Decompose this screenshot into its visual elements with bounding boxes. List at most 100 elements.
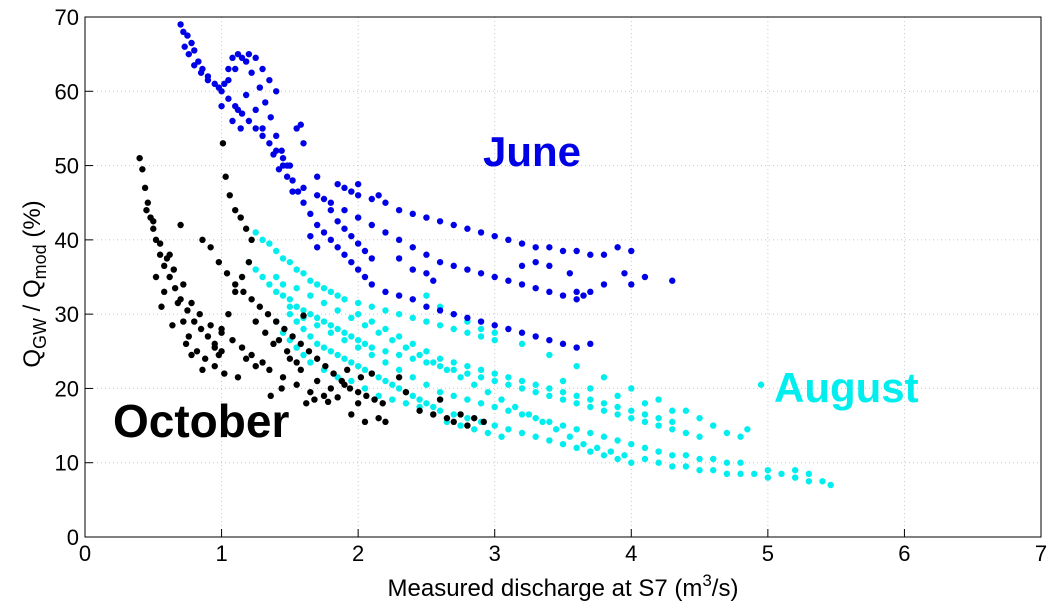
data-point-october — [143, 206, 150, 214]
data-point-june — [518, 329, 526, 336]
y-axis-label: QGW / Qmod (%) — [19, 200, 50, 367]
data-point-june — [313, 173, 321, 180]
data-point-october — [150, 225, 157, 232]
data-point-october — [283, 348, 291, 355]
y-tick-label: 30 — [55, 302, 79, 327]
data-point-october — [156, 240, 164, 247]
data-point-august — [361, 385, 369, 392]
data-point-june — [423, 251, 430, 258]
data-point-august — [491, 329, 498, 336]
data-point-august — [293, 266, 300, 273]
x-tick-label: 0 — [79, 541, 91, 566]
data-point-june — [430, 277, 437, 284]
data-point-october — [207, 322, 214, 329]
data-point-august — [327, 288, 335, 296]
data-point-june — [320, 229, 328, 236]
data-point-october — [221, 370, 228, 377]
data-point-august — [600, 374, 608, 381]
data-point-august — [505, 374, 512, 381]
data-point-august — [546, 392, 553, 400]
data-point-october — [430, 411, 437, 418]
data-point-june — [532, 258, 539, 266]
data-point-june — [327, 199, 335, 206]
data-point-august — [682, 452, 690, 459]
data-point-august — [669, 418, 676, 426]
data-point-august — [361, 340, 369, 348]
x-tick-label: 1 — [215, 541, 227, 566]
data-point-august — [573, 444, 580, 452]
data-point-june — [546, 244, 553, 251]
data-point-october — [256, 303, 264, 310]
data-point-june — [628, 281, 635, 288]
series-label-october: October — [113, 395, 289, 447]
data-point-august — [546, 385, 553, 392]
data-point-august — [546, 437, 553, 444]
data-point-june — [559, 247, 567, 255]
data-point-june — [341, 225, 348, 232]
data-point-june — [215, 84, 223, 91]
data-point-august — [409, 340, 416, 348]
data-point-august — [791, 466, 799, 474]
data-point-august — [484, 429, 492, 437]
data-point-october — [242, 225, 250, 232]
data-point-august — [375, 392, 382, 400]
data-point-june — [600, 251, 608, 258]
data-point-august — [559, 377, 567, 385]
data-point-august — [293, 318, 300, 325]
data-point-october — [346, 385, 354, 392]
data-point-august — [395, 385, 403, 392]
data-point-october — [245, 258, 253, 266]
data-point-october — [324, 398, 332, 405]
data-point-october — [204, 333, 212, 340]
data-point-october — [232, 288, 239, 296]
data-point-october — [354, 388, 362, 396]
data-point-october — [197, 325, 205, 333]
data-point-june — [505, 325, 512, 333]
data-point-august — [375, 374, 382, 381]
data-point-october — [150, 218, 157, 225]
data-point-june — [266, 140, 273, 147]
data-point-august — [286, 296, 294, 303]
data-point-october — [297, 366, 304, 374]
data-point-october — [305, 348, 313, 355]
data-point-june — [559, 292, 567, 299]
data-point-june — [368, 195, 375, 203]
data-point-august — [621, 452, 628, 459]
data-point-august — [273, 273, 280, 281]
data-point-june — [252, 54, 259, 62]
data-point-october — [281, 325, 288, 333]
data-point-october — [207, 244, 214, 251]
data-point-august — [587, 385, 594, 392]
data-point-august — [655, 396, 662, 403]
data-point-august — [655, 422, 662, 429]
data-point-august — [443, 366, 451, 374]
y-tick-label: 40 — [55, 228, 79, 253]
data-point-october — [457, 411, 464, 418]
y-axis-ticks: 0 10 20 30 40 50 60 70 — [55, 5, 93, 550]
data-point-august — [710, 422, 717, 429]
data-point-august — [614, 455, 621, 463]
data-point-june — [252, 106, 259, 114]
data-point-august — [587, 403, 594, 411]
data-point-august — [559, 396, 567, 403]
data-point-august — [361, 366, 369, 374]
data-point-october — [270, 340, 277, 348]
data-point-october — [232, 206, 239, 214]
data-point-june — [334, 218, 341, 225]
data-point-august — [382, 325, 389, 333]
data-point-august — [307, 359, 314, 366]
data-point-october — [259, 359, 266, 366]
data-point-june — [307, 232, 314, 240]
data-point-october — [379, 400, 386, 407]
data-point-august — [518, 385, 526, 392]
data-point-october — [196, 310, 203, 318]
data-point-june — [313, 221, 321, 229]
data-point-june — [238, 54, 246, 62]
data-point-october — [226, 192, 233, 199]
plot-frame — [84, 16, 1042, 538]
x-axis-label: Measured discharge at S7 (m3/s) — [388, 571, 739, 602]
data-point-august — [354, 344, 362, 351]
data-point-june — [395, 236, 403, 244]
data-point-october — [293, 381, 300, 388]
data-point-october — [188, 299, 195, 307]
